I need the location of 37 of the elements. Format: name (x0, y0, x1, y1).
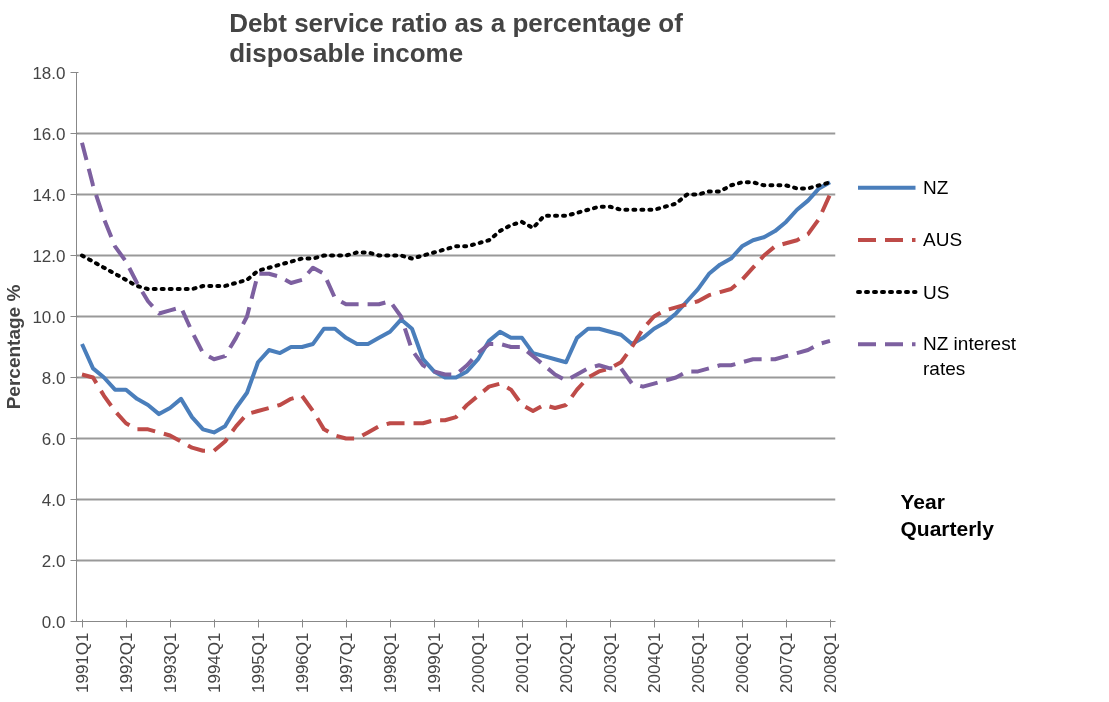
y-tick-label: 0.0 (41, 612, 66, 632)
y-tick-label: 14.0 (32, 185, 66, 205)
x-tick-label: 2001Q1 (512, 632, 532, 693)
x-tick-label: 1993Q1 (160, 632, 180, 693)
x-tick-label: 1995Q1 (248, 632, 268, 693)
x-tick-label: 2002Q1 (556, 632, 576, 693)
x-tick-label: 1998Q1 (380, 632, 400, 693)
x-tick-label: 1992Q1 (116, 632, 136, 693)
legend-label: AUS (923, 229, 963, 251)
y-tick-label: 8.0 (41, 368, 66, 388)
y-tick-label: 10.0 (32, 307, 66, 327)
y-tick-label: 12.0 (32, 246, 66, 266)
y-axis-title: Percentage % (3, 284, 25, 410)
legend-label: US (923, 281, 950, 303)
x-tick-label: 2004Q1 (644, 632, 664, 693)
legend-label: NZ interest rates (923, 333, 1017, 380)
y-tick-label: 18.0 (32, 63, 66, 83)
y-tick-label: 4.0 (41, 490, 66, 510)
x-tick-label: 2003Q1 (600, 632, 620, 693)
x-tick-label: 2008Q1 (820, 632, 840, 693)
x-tick-label: 2007Q1 (776, 632, 796, 693)
line-series (80, 180, 832, 292)
legend-label: NZ (923, 177, 949, 199)
line-series (80, 140, 832, 389)
x-tick-label: 1996Q1 (292, 632, 312, 693)
x-tick-label: 1991Q1 (72, 632, 92, 693)
chart-title: Debt service ratio as a percentage of disposable income (229, 7, 684, 68)
x-tick-label: 2000Q1 (468, 632, 488, 693)
y-tick-label: 2.0 (41, 551, 66, 571)
x-tick-label: 2005Q1 (688, 632, 708, 693)
x-tick-label: 1999Q1 (424, 632, 444, 693)
y-tick-label: 16.0 (32, 124, 66, 144)
x-tick-label: 1997Q1 (336, 632, 356, 693)
y-tick-label: 6.0 (41, 429, 66, 449)
x-tick-label: 1994Q1 (204, 632, 224, 693)
x-tick-label: 2006Q1 (732, 632, 752, 693)
x-axis-title: Year Quarterly (900, 489, 995, 541)
